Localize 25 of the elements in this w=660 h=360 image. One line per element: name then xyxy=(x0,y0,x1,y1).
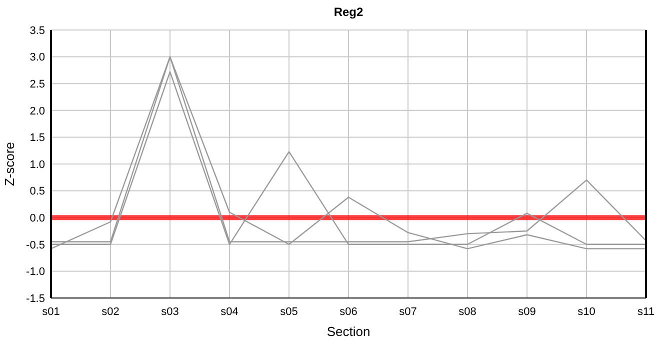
y-tick-label: 1.0 xyxy=(30,158,45,171)
x-tick-label: s03 xyxy=(161,306,179,318)
x-tick-label: s09 xyxy=(518,306,536,318)
y-tick-label: 3.0 xyxy=(30,52,45,64)
x-tick-label: s07 xyxy=(399,306,417,318)
x-tick-label: s05 xyxy=(280,306,298,318)
y-tick-label: 2.5 xyxy=(30,78,45,90)
y-tick-label: 3.5 xyxy=(30,24,45,37)
x-tick-label: s02 xyxy=(102,306,120,318)
x-tick-label: s11 xyxy=(638,306,654,318)
y-tick-label: 0.0 xyxy=(30,212,45,224)
y-tick-label: 0.5 xyxy=(30,186,45,198)
x-tick-label: s04 xyxy=(220,306,238,318)
y-axis-title: Z-score xyxy=(2,142,17,186)
x-tick-label: s01 xyxy=(42,306,60,318)
y-tick-label: -1.0 xyxy=(26,266,45,278)
x-tick-label: s08 xyxy=(458,306,476,318)
y-tick-label: 2.0 xyxy=(30,105,45,118)
y-tick-label: 1.5 xyxy=(30,132,45,144)
y-tick-label: -1.5 xyxy=(26,292,45,305)
chart-title: Reg2 xyxy=(334,5,364,19)
x-axis-title: Section xyxy=(326,324,370,339)
x-tick-label: s10 xyxy=(578,306,596,318)
y-tick-label: -0.5 xyxy=(26,239,45,252)
x-tick-label: s06 xyxy=(340,306,358,318)
